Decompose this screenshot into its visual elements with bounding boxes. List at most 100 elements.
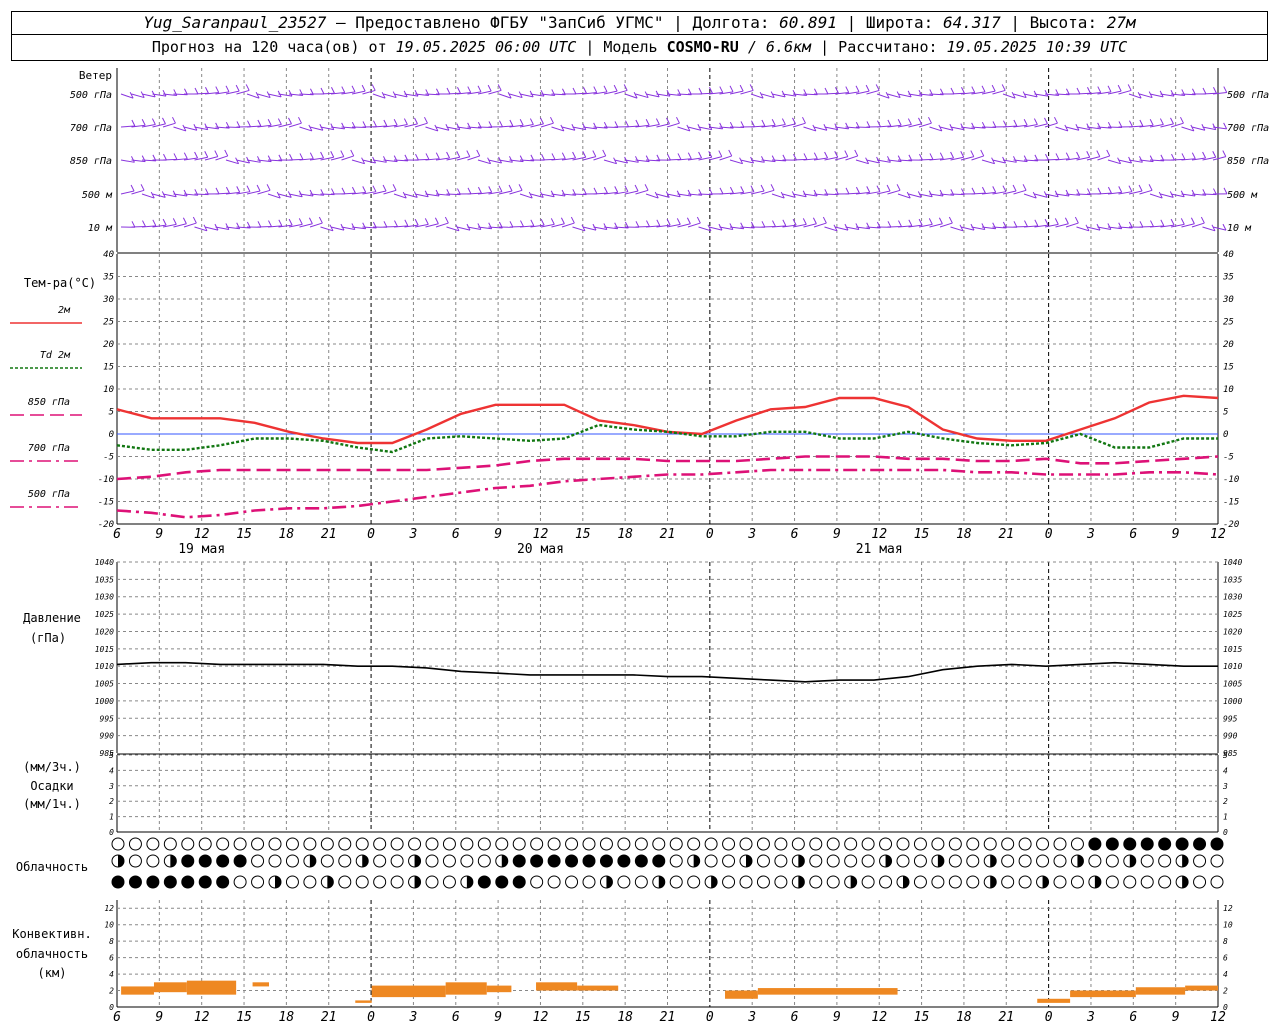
cloud-symbol: [1018, 837, 1032, 851]
temp-xtick: 0: [367, 527, 375, 542]
wind-barb: [834, 226, 849, 231]
wind-barb: [624, 93, 638, 99]
wind-barb: [677, 193, 692, 197]
cloud-symbol: [582, 875, 596, 889]
wind-barb-feather: [834, 151, 839, 158]
legend-label: 850 гПа: [28, 397, 70, 408]
wind-barb: [572, 193, 587, 196]
cloud-symbol: [495, 837, 509, 851]
wind-barb-feather: [896, 184, 901, 191]
wind-barb: [897, 124, 912, 128]
wind-barb: [1191, 126, 1206, 131]
precip-ytick: 3: [1222, 782, 1228, 791]
wind-barb: [677, 158, 692, 161]
wind-barb-feather: [560, 217, 565, 224]
cloud-symbol: [425, 875, 439, 889]
wind-barb-feather: [467, 86, 472, 93]
wind-barb: [383, 159, 398, 163]
cloud-symbol-half: [362, 855, 369, 867]
wind-barb-feather: [467, 122, 472, 130]
wind-barb-feather: [771, 119, 776, 126]
wind-barb-feather: [635, 156, 639, 163]
temp-xtick: 3: [747, 527, 756, 542]
cloud-symbol: [233, 875, 247, 889]
cloud-symbol: [111, 875, 125, 889]
wind-barb: [267, 124, 282, 128]
wind-barb-feather: [477, 85, 482, 93]
wind-barb: [131, 159, 146, 163]
wind-barb-feather: [992, 222, 997, 229]
wind-barb: [204, 226, 219, 231]
cloud-symbol: [722, 854, 736, 868]
cloud-symbol: [756, 875, 770, 889]
cloud-symbol: [634, 875, 648, 889]
cloud-symbol: [477, 854, 491, 868]
wind-barb: [656, 123, 670, 128]
conv-bar: [1070, 990, 1136, 998]
cloud-symbol: [198, 875, 212, 889]
wind-barb: [320, 156, 334, 161]
wind-barb: [393, 93, 408, 98]
conv-bar: [355, 1000, 372, 1003]
cloud-symbol: [879, 837, 893, 851]
cloud-symbol: [146, 875, 160, 889]
wind-barb: [519, 225, 534, 228]
wind-barb: [855, 90, 870, 95]
cloud-symbol: [1158, 837, 1172, 851]
wind-barb: [792, 223, 807, 228]
wind-barb: [477, 191, 492, 195]
forecast-label: Прогноз на 120 часа(ов) от: [151, 38, 387, 56]
wind-barb-feather: [906, 191, 911, 199]
pressure-series-line: [116, 661, 1218, 683]
wind-barb-feather: [456, 123, 461, 130]
wind-barb: [372, 125, 387, 128]
date-label: 20 мая: [517, 542, 564, 557]
wind-barb: [645, 93, 660, 98]
pressure-line: [116, 661, 1218, 683]
cloud-symbol: [111, 837, 125, 851]
wind-barb: [740, 191, 755, 195]
wind-barb: [803, 158, 818, 161]
temp-ytick: -15: [1223, 498, 1239, 508]
cloud-symbol: [617, 854, 631, 868]
cloud-symbol: [216, 854, 230, 868]
wind-barb: [1097, 91, 1112, 95]
wind-barb-feather: [887, 156, 891, 163]
conv-bar: [445, 982, 487, 995]
wind-barb: [1128, 190, 1143, 195]
cloud-symbol: [338, 837, 352, 851]
wind-barb-feather: [540, 117, 544, 125]
temp-xtick: 6: [452, 527, 460, 542]
wind-barb: [771, 124, 786, 128]
wind-barb-feather: [393, 119, 398, 126]
precip-ytick: 1: [109, 813, 114, 822]
wind-barb-feather: [572, 87, 577, 95]
conv-ytick: 6: [1223, 954, 1228, 963]
wind-barb: [236, 191, 251, 195]
wind-barb-feather: [414, 218, 419, 226]
wind-barb: [341, 226, 355, 230]
press-ytick: 1025: [95, 610, 114, 619]
wind-barb: [1055, 126, 1069, 132]
wind-barb-feather: [172, 218, 177, 225]
wind-barb-feather: [488, 186, 493, 193]
wind-barb: [782, 224, 797, 228]
wind-barb-feather: [309, 152, 314, 159]
wind-barb: [456, 226, 471, 231]
wind-barb-feather: [1034, 219, 1039, 227]
wind-barb: [477, 159, 491, 165]
cloud-symbol: [1001, 854, 1015, 868]
wind-barb: [540, 122, 554, 128]
wind-barb: [614, 191, 629, 195]
wind-barb-feather: [455, 224, 460, 232]
wind-barb-feather: [476, 149, 481, 157]
wind-barb: [876, 125, 891, 128]
wind-barb: [960, 226, 975, 231]
wind-barb: [561, 157, 576, 161]
wind-barb-feather: [1011, 91, 1016, 99]
temp-ytick: 30: [102, 295, 114, 305]
wind-barb: [204, 126, 219, 130]
wind-barb-feather: [182, 217, 187, 224]
wind-barb-feather: [1097, 122, 1102, 130]
temp-ytick: -5: [103, 453, 114, 463]
